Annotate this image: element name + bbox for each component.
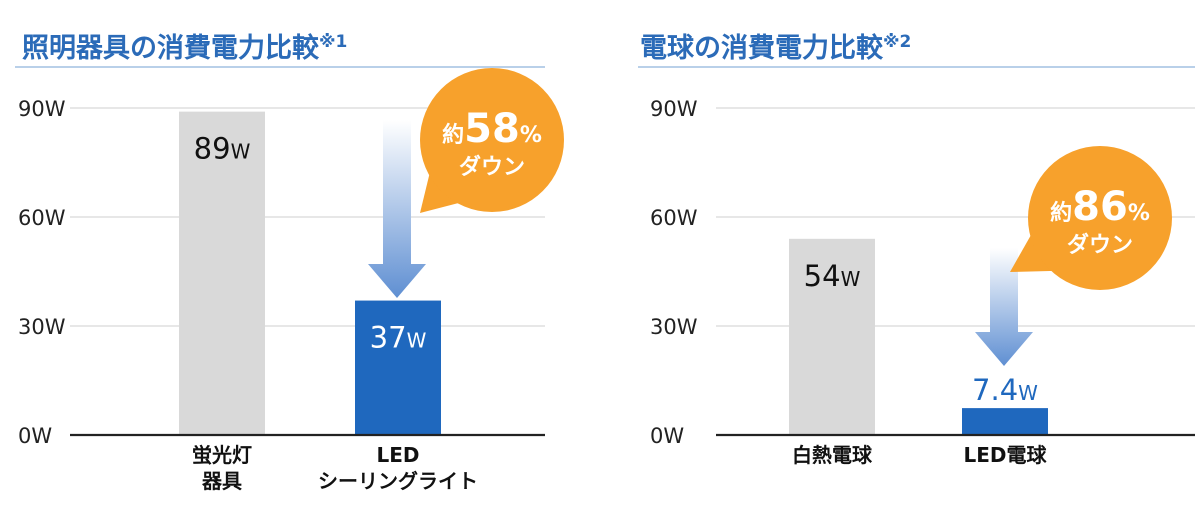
value-unit: W xyxy=(841,267,861,291)
category-label-line: 白熱電球 xyxy=(792,443,873,467)
category-label-line: LED xyxy=(376,443,419,467)
category-label-line: LED電球 xyxy=(963,443,1047,467)
y-tick-label: 90W xyxy=(18,97,66,121)
value-label: 89W xyxy=(194,132,251,166)
y-tick-label: 0W xyxy=(650,424,684,448)
chart-title-note: ※2 xyxy=(883,32,911,52)
value-label: 37W xyxy=(370,321,427,355)
value-unit: W xyxy=(231,140,251,164)
callout-number: 58 xyxy=(464,106,520,152)
category-label: 白熱電球 xyxy=(792,443,873,467)
value-label: 54W xyxy=(804,259,861,293)
bar xyxy=(355,300,441,435)
bar xyxy=(962,408,1048,435)
y-tick-label: 60W xyxy=(18,206,66,230)
callout-prefix: 約 xyxy=(442,122,464,148)
callout-number: 86 xyxy=(1072,184,1128,230)
down-arrow-icon xyxy=(368,120,426,298)
value-label: 7.4W xyxy=(972,373,1038,407)
chart-title: 照明器具の消費電力比較※1 xyxy=(22,32,347,64)
chart-title-text: 電球の消費電力比較 xyxy=(640,32,884,64)
chart-title-text: 照明器具の消費電力比較 xyxy=(22,32,320,64)
down-arrow-icon xyxy=(975,248,1033,366)
y-tick-label: 60W xyxy=(650,206,698,230)
category-label: 蛍光灯器具 xyxy=(192,443,252,493)
callout-unit: % xyxy=(1128,201,1150,226)
callout-text: ダウン xyxy=(459,154,525,180)
callout-percent: 約58% xyxy=(442,106,542,152)
value-unit: W xyxy=(407,329,427,353)
chart-title: 電球の消費電力比較※2 xyxy=(640,32,911,64)
callout-text: ダウン xyxy=(1067,232,1133,258)
reduction-callout: 約86%ダウン xyxy=(1010,146,1172,290)
callout-unit: % xyxy=(520,123,542,148)
y-tick-label: 90W xyxy=(650,97,698,121)
bar xyxy=(789,238,875,435)
callout-bubble xyxy=(1028,146,1172,290)
category-label-line: 器具 xyxy=(201,469,242,493)
category-label: LED電球 xyxy=(963,443,1047,467)
category-label-line: 蛍光灯 xyxy=(192,443,252,467)
value-number: 7.4 xyxy=(972,373,1018,407)
category-label-line: シーリングライト xyxy=(318,469,478,493)
value-number: 89 xyxy=(194,132,231,166)
value-number: 54 xyxy=(804,259,841,293)
reduction-callout: 約58%ダウン xyxy=(420,68,564,213)
value-unit: W xyxy=(1018,381,1038,405)
y-tick-label: 30W xyxy=(18,315,66,339)
callout-prefix: 約 xyxy=(1050,200,1072,226)
y-tick-label: 30W xyxy=(650,315,698,339)
chart-title-note: ※1 xyxy=(319,32,347,52)
bar xyxy=(179,111,265,435)
value-number: 37 xyxy=(370,321,407,355)
y-tick-label: 0W xyxy=(18,424,52,448)
callout-bubble xyxy=(420,68,564,212)
category-label: LED シーリングライト xyxy=(318,443,478,493)
callout-percent: 約86% xyxy=(1050,184,1150,230)
